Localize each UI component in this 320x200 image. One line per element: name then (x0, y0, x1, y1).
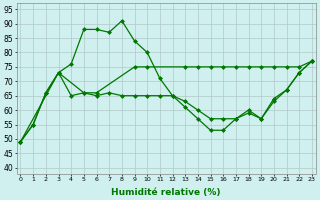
X-axis label: Humidité relative (%): Humidité relative (%) (111, 188, 221, 197)
